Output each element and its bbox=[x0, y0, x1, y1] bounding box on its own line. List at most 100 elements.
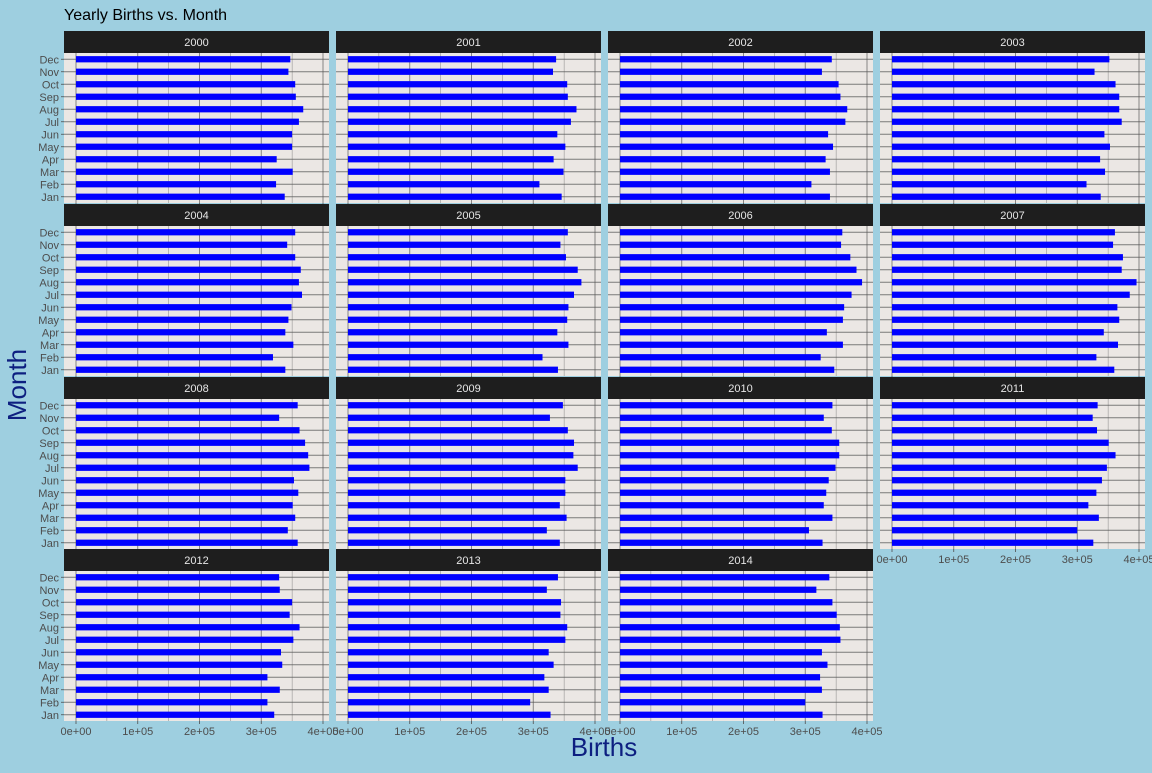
facet-panel-2010: 2010 bbox=[608, 377, 873, 552]
y-tick-label: Jul bbox=[45, 290, 59, 302]
y-tick-label: Dec bbox=[39, 400, 59, 412]
bar-2005-Jul bbox=[348, 291, 575, 298]
bar-2014-May bbox=[620, 661, 828, 668]
x-tick-label: 2e+05 bbox=[728, 726, 759, 738]
facet-panel-2007: 2007 bbox=[880, 204, 1145, 379]
facet-strip bbox=[608, 204, 873, 226]
bar-2013-Sep bbox=[348, 611, 561, 618]
facet-panel-2001: 2001 bbox=[336, 31, 601, 206]
facet-panel-2003: 2003 bbox=[880, 31, 1145, 206]
facet-strip bbox=[608, 549, 873, 571]
panel-background bbox=[64, 399, 329, 549]
bar-2010-Mar bbox=[620, 514, 833, 521]
facet-strip bbox=[64, 549, 329, 571]
y-tick-label: Oct bbox=[42, 79, 59, 91]
y-tick-label: Jan bbox=[41, 710, 59, 722]
bar-2010-Apr bbox=[620, 502, 824, 509]
facet-panel-2005: 2005 bbox=[336, 204, 601, 379]
bar-2001-Dec bbox=[348, 56, 557, 63]
bar-2008-Apr bbox=[76, 502, 293, 509]
y-tick-label: Jun bbox=[41, 475, 59, 487]
x-tick-label: 4e+05 bbox=[308, 726, 339, 738]
y-tick-label: Apr bbox=[42, 500, 59, 512]
bar-2012-Sep bbox=[76, 611, 290, 618]
facet-strip bbox=[336, 31, 601, 53]
y-tick-label: Feb bbox=[40, 179, 59, 191]
bar-2007-May bbox=[892, 316, 1120, 323]
bar-2012-Apr bbox=[76, 674, 268, 681]
x-tick-label: 3e+05 bbox=[790, 726, 821, 738]
bar-2005-Oct bbox=[348, 254, 566, 261]
panel-background bbox=[880, 399, 1145, 549]
bar-2005-Dec bbox=[348, 229, 568, 236]
facet-strip-label: 2012 bbox=[184, 555, 208, 567]
bar-2008-May bbox=[76, 489, 299, 496]
y-tick-label: May bbox=[38, 488, 59, 500]
bar-2014-Aug bbox=[620, 624, 840, 631]
bar-2002-Feb bbox=[620, 181, 812, 188]
bar-2013-Oct bbox=[348, 599, 562, 606]
facet-strip-label: 2002 bbox=[728, 37, 752, 49]
y-axis-title: Month bbox=[2, 349, 32, 421]
bar-2009-Jul bbox=[348, 464, 578, 471]
bar-2014-Jul bbox=[620, 636, 841, 643]
panel-background bbox=[64, 226, 329, 376]
bar-2001-Jun bbox=[348, 131, 558, 138]
bar-2006-Jan bbox=[620, 366, 835, 373]
y-tick-label: May bbox=[38, 660, 59, 672]
bar-2010-Jan bbox=[620, 539, 823, 546]
y-tick-label: Jul bbox=[45, 463, 59, 475]
y-tick-label: May bbox=[38, 315, 59, 327]
y-tick-label: Jan bbox=[41, 365, 59, 377]
bar-2004-Sep bbox=[76, 266, 301, 273]
y-tick-label: Aug bbox=[39, 450, 59, 462]
bar-2011-Aug bbox=[892, 452, 1116, 459]
facet-strip-label: 2008 bbox=[184, 383, 208, 395]
bar-2013-Jul bbox=[348, 636, 566, 643]
x-axis-title: Births bbox=[571, 732, 637, 762]
facet-strip bbox=[336, 549, 601, 571]
bar-2010-Aug bbox=[620, 452, 840, 459]
panel-background bbox=[880, 53, 1145, 203]
y-tick-label: Jan bbox=[41, 192, 59, 204]
bar-2011-Jun bbox=[892, 477, 1102, 484]
panel-background bbox=[608, 571, 873, 721]
x-tick-label: 0e+00 bbox=[61, 726, 92, 738]
bar-2000-Jun bbox=[76, 131, 293, 138]
bar-2006-Jun bbox=[620, 304, 845, 311]
bar-2001-Jul bbox=[348, 118, 571, 125]
y-tick-label: Sep bbox=[39, 92, 59, 104]
bar-2010-Jun bbox=[620, 477, 829, 484]
bar-2003-Jul bbox=[892, 118, 1122, 125]
y-tick-label: Jul bbox=[45, 635, 59, 647]
facet-strip bbox=[880, 377, 1145, 399]
bar-2010-Sep bbox=[620, 439, 840, 446]
x-tick-label: 2e+05 bbox=[1000, 554, 1031, 566]
bar-2001-Sep bbox=[348, 93, 568, 100]
facet-strip bbox=[64, 377, 329, 399]
bar-2008-Dec bbox=[76, 402, 298, 409]
bar-2012-Nov bbox=[76, 586, 280, 593]
facet-strip-label: 2010 bbox=[728, 383, 752, 395]
bar-2008-Sep bbox=[76, 439, 306, 446]
bar-2004-Jan bbox=[76, 366, 286, 373]
facet-panel-2011: 2011 0e+00 1e+05 2e+05 3e+05 4e+05 bbox=[877, 377, 1152, 566]
bar-2007-Mar bbox=[892, 341, 1119, 348]
bar-2006-Feb bbox=[620, 354, 821, 361]
bar-2003-Sep bbox=[892, 93, 1120, 100]
bar-2008-Oct bbox=[76, 427, 300, 434]
y-tick-label: Aug bbox=[39, 277, 59, 289]
bar-2011-Apr bbox=[892, 502, 1089, 509]
x-tick-label: 3e+05 bbox=[518, 726, 549, 738]
y-tick-label: May bbox=[38, 142, 59, 154]
bar-2011-Dec bbox=[892, 402, 1098, 409]
panel-background bbox=[336, 571, 601, 721]
bar-2009-May bbox=[348, 489, 566, 496]
y-tick-label: Nov bbox=[39, 585, 59, 597]
bar-2011-Feb bbox=[892, 527, 1078, 534]
panel-background bbox=[336, 226, 601, 376]
facet-panel-2012: 2012 JanFebMarAprMayJunJulAugSepOctNovDec… bbox=[38, 549, 338, 738]
y-tick-label: Jun bbox=[41, 129, 59, 141]
